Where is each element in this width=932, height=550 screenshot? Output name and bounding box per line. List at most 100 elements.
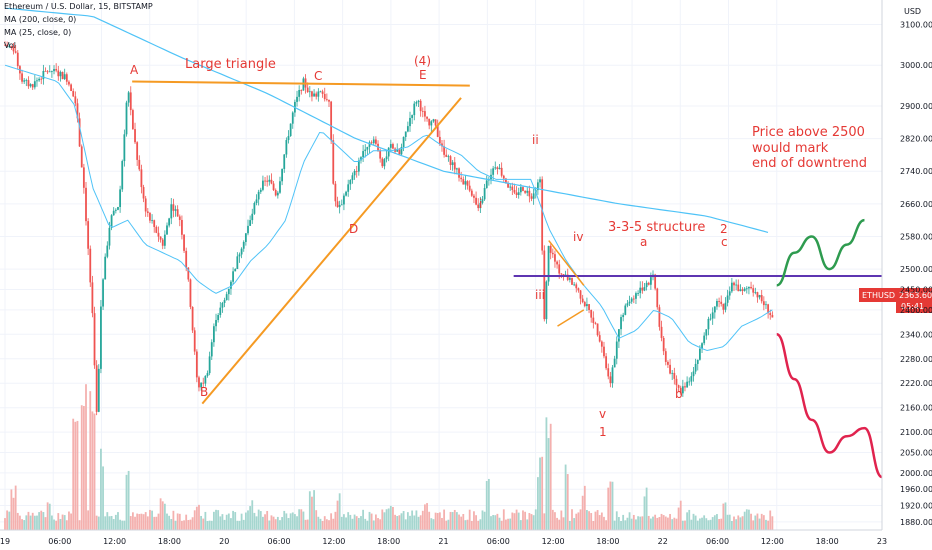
- candle-body: [125, 102, 128, 135]
- price-tick-label: 3100.00: [900, 20, 932, 29]
- volume-bar: [447, 519, 450, 530]
- volume-bar: [490, 516, 492, 530]
- volume-bar: [449, 511, 452, 530]
- candle-body: [701, 343, 703, 349]
- volume-bar: [419, 515, 422, 530]
- candle-body: [332, 140, 335, 184]
- candle-body: [573, 284, 576, 286]
- volume-bar: [622, 514, 625, 530]
- candle-body: [421, 111, 424, 112]
- candle-body: [396, 149, 399, 152]
- volume-bar: [225, 514, 228, 530]
- volume-bar: [438, 512, 441, 530]
- volume-bar: [146, 516, 149, 530]
- volume-bar: [33, 515, 36, 530]
- candle-body: [82, 167, 85, 188]
- volume-bar: [568, 520, 571, 530]
- candle-body: [353, 171, 356, 176]
- candle-body: [298, 90, 301, 97]
- volume-bar: [577, 512, 580, 530]
- volume-bar: [409, 515, 411, 530]
- volume-bar: [507, 518, 509, 530]
- volume-bar: [701, 517, 703, 530]
- volume-bar: [415, 510, 418, 530]
- volume-bar: [149, 509, 151, 530]
- volume-bar: [138, 513, 141, 530]
- candle-body: [730, 282, 733, 292]
- volume-bar: [293, 514, 296, 530]
- volume-bar: [389, 505, 392, 530]
- volume-bar: [366, 520, 369, 530]
- price-tick-label: 3000.00: [900, 61, 932, 70]
- volume-bar: [355, 516, 358, 530]
- candle-body: [558, 264, 561, 274]
- candle-body: [161, 239, 164, 246]
- ma25-line: [4, 64, 773, 352]
- volume-bar: [613, 520, 616, 530]
- volume-bar: [317, 516, 320, 530]
- candle-body: [398, 149, 401, 155]
- candle-body: [536, 182, 539, 191]
- candle-body: [379, 150, 382, 159]
- candle-body: [590, 310, 593, 318]
- volume-bar: [594, 511, 597, 530]
- volume-bar: [707, 520, 710, 530]
- volume-bar: [155, 516, 158, 530]
- volume-bar: [675, 518, 678, 530]
- candle-body: [347, 184, 350, 192]
- candle-body: [485, 180, 488, 189]
- volume-bar: [652, 516, 654, 530]
- volume-bar: [232, 510, 234, 530]
- volume-bar: [377, 518, 379, 530]
- volume-bar: [262, 516, 264, 530]
- candle-body: [138, 159, 141, 170]
- volume-bar: [741, 516, 744, 530]
- candle-body: [93, 313, 96, 366]
- candle-body: [61, 71, 64, 80]
- candle-body: [568, 277, 571, 280]
- volume-bar: [276, 516, 279, 530]
- candle-body: [134, 129, 136, 143]
- candle-body: [415, 102, 418, 104]
- label-c: c: [721, 235, 728, 249]
- candle-body: [21, 73, 23, 82]
- candle-body: [321, 91, 324, 94]
- candle-body: [432, 119, 435, 122]
- volume-bar: [104, 516, 107, 530]
- volume-bar: [528, 513, 531, 530]
- volume-bar: [80, 405, 83, 530]
- volume-bar: [515, 509, 518, 530]
- candle-body: [598, 335, 601, 342]
- volume-bar: [607, 487, 610, 530]
- volume-bar: [198, 504, 200, 530]
- volume-bar: [343, 514, 345, 530]
- currency-label: USD: [904, 7, 921, 16]
- volume-bar: [142, 514, 145, 530]
- legend-ma200[interactable]: MA (200, close, 0): [4, 15, 77, 24]
- candle-body: [441, 143, 443, 147]
- time-tick-label: 06:00: [48, 537, 71, 546]
- volume-bar: [477, 520, 480, 530]
- volume-bar: [183, 520, 185, 530]
- volume-bar: [240, 513, 243, 530]
- volume-bar: [505, 519, 507, 530]
- candle-body: [362, 151, 365, 158]
- candle-body: [257, 191, 260, 200]
- volume-bar: [125, 474, 128, 530]
- candle-body: [411, 115, 414, 118]
- candle-body: [434, 119, 437, 126]
- volume-bar: [53, 519, 55, 530]
- candle-body: [313, 93, 315, 97]
- candle-body: [500, 167, 503, 176]
- candle-body: [236, 256, 239, 269]
- volume-bar: [547, 438, 550, 530]
- legend-volume[interactable]: Vol: [4, 41, 16, 50]
- legend-ma25[interactable]: MA (25, close, 0): [4, 28, 72, 37]
- candle-body: [117, 207, 119, 210]
- candle-body: [705, 329, 708, 336]
- volume-bar: [95, 515, 98, 530]
- volume-bar: [300, 509, 303, 530]
- candle-body: [283, 154, 286, 169]
- volume-bar: [50, 515, 53, 530]
